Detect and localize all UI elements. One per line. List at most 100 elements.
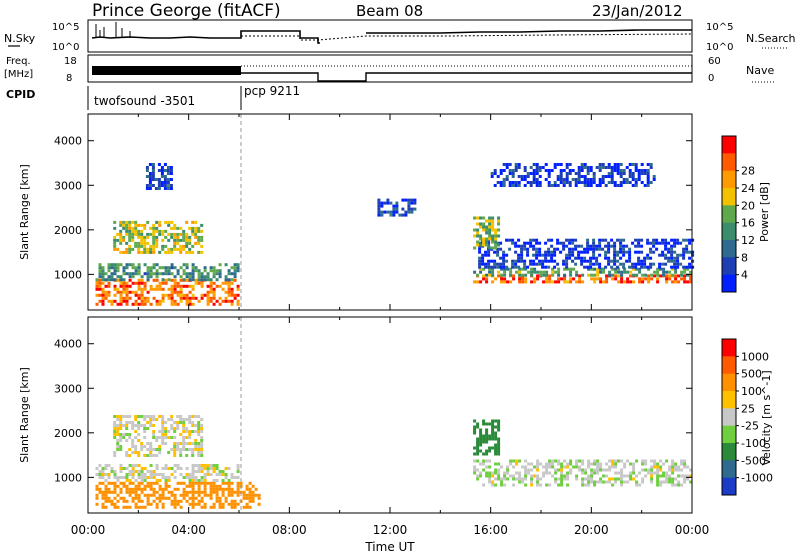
vel-cell (512, 477, 516, 481)
power-cell (125, 272, 129, 276)
power-cell (640, 172, 644, 175)
power-cell (532, 175, 536, 178)
vel-cell (530, 462, 534, 466)
power-cell (146, 250, 150, 254)
vel-cell (491, 446, 495, 450)
vel-cell (197, 415, 201, 418)
power-cell (188, 247, 192, 251)
power-cell (511, 241, 515, 245)
power-cell (233, 296, 237, 300)
power-cell (155, 284, 159, 288)
power-cell (119, 232, 123, 236)
power-cell (626, 277, 630, 281)
power-cell (98, 263, 102, 267)
vel-cell (608, 465, 612, 469)
power-colorbar-swatch (722, 205, 736, 224)
power-cell (628, 175, 632, 178)
power-cell (590, 277, 594, 281)
power-cell (622, 247, 626, 251)
power-cell (185, 275, 189, 279)
vel-cell (155, 436, 159, 439)
vel-cell (671, 471, 675, 475)
power-cell (616, 250, 620, 254)
vel-cell (482, 459, 486, 463)
vel-cell (170, 502, 174, 506)
power-cell (224, 278, 228, 282)
power-cell (164, 272, 168, 276)
power-cell (565, 244, 569, 248)
vel-cell (569, 471, 573, 475)
power-cell (493, 184, 497, 187)
vel-cell (131, 451, 135, 454)
power-cell (113, 263, 117, 267)
power-cell (125, 220, 129, 224)
vel-cell (476, 443, 480, 447)
power-cell (547, 238, 551, 242)
power-cell (163, 187, 167, 190)
vel-cell (203, 476, 207, 479)
power-cell (577, 166, 581, 169)
power-cell (410, 198, 414, 202)
vel-cell (608, 480, 612, 484)
vel-cell (560, 468, 564, 472)
vel-scatter-region (95, 464, 240, 482)
power-cell (98, 293, 102, 297)
power-cell (197, 269, 201, 273)
power-cell (479, 280, 483, 284)
vel-cell (632, 462, 636, 466)
vel-cell (125, 415, 129, 418)
power-cell (488, 225, 492, 229)
power-cell (383, 210, 387, 214)
power-scatter-region (490, 163, 656, 187)
power-cell (212, 290, 216, 294)
power-cell (146, 220, 150, 224)
vel-cell (134, 430, 138, 433)
vel-cell (191, 490, 195, 494)
power-cell (122, 269, 126, 273)
vel-cell (116, 499, 120, 503)
power-cell (568, 181, 572, 184)
vel-cell (170, 499, 174, 503)
vel-cell (620, 459, 624, 463)
power-cell (583, 247, 587, 251)
vel-cell (101, 496, 105, 500)
vel-cell (581, 468, 585, 472)
vel-cell (194, 415, 198, 418)
vel-cell (539, 477, 543, 481)
power-cell (125, 232, 129, 236)
vel-cell (119, 496, 123, 500)
vel-cell (551, 465, 555, 469)
power-cell (116, 275, 120, 279)
vel-cell (569, 459, 573, 463)
vel-cell (140, 479, 144, 482)
vel-cell (143, 484, 147, 488)
power-cell (524, 267, 528, 271)
power-cell (101, 299, 105, 303)
power-cell (157, 178, 161, 181)
power-cell (518, 270, 522, 274)
power-cell (173, 281, 177, 285)
vel-cell (200, 481, 204, 485)
vel-cell (497, 452, 501, 456)
vel-cell (110, 502, 114, 506)
power-cell (487, 259, 491, 263)
power-cell (610, 172, 614, 175)
vel-cell (125, 487, 129, 491)
vel-cell (557, 459, 561, 463)
vel-cell (665, 474, 669, 478)
vel-cell (161, 473, 165, 476)
vel-cell (683, 465, 687, 469)
power-cell (544, 178, 548, 181)
power-cell (206, 272, 210, 276)
vel-cell (116, 424, 120, 427)
power-cell (508, 247, 512, 251)
power-cell (685, 250, 689, 254)
vel-cell (194, 481, 198, 485)
vel-cell (137, 433, 141, 436)
power-cell (524, 273, 528, 277)
power-cell (179, 296, 183, 300)
power-cell (122, 223, 126, 227)
vel-cell (173, 499, 177, 503)
power-cell (646, 253, 650, 257)
power-cell (641, 280, 645, 284)
